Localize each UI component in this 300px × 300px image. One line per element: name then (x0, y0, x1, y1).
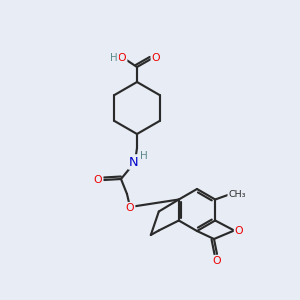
Text: O: O (94, 175, 102, 185)
Text: H: H (140, 151, 148, 161)
Text: O: O (235, 226, 244, 236)
Text: O: O (126, 203, 134, 213)
Text: O: O (213, 256, 221, 266)
Text: O: O (152, 53, 160, 63)
Text: O: O (118, 53, 126, 63)
Text: H: H (110, 53, 118, 63)
Text: N: N (129, 155, 139, 169)
Text: CH₃: CH₃ (228, 190, 246, 199)
